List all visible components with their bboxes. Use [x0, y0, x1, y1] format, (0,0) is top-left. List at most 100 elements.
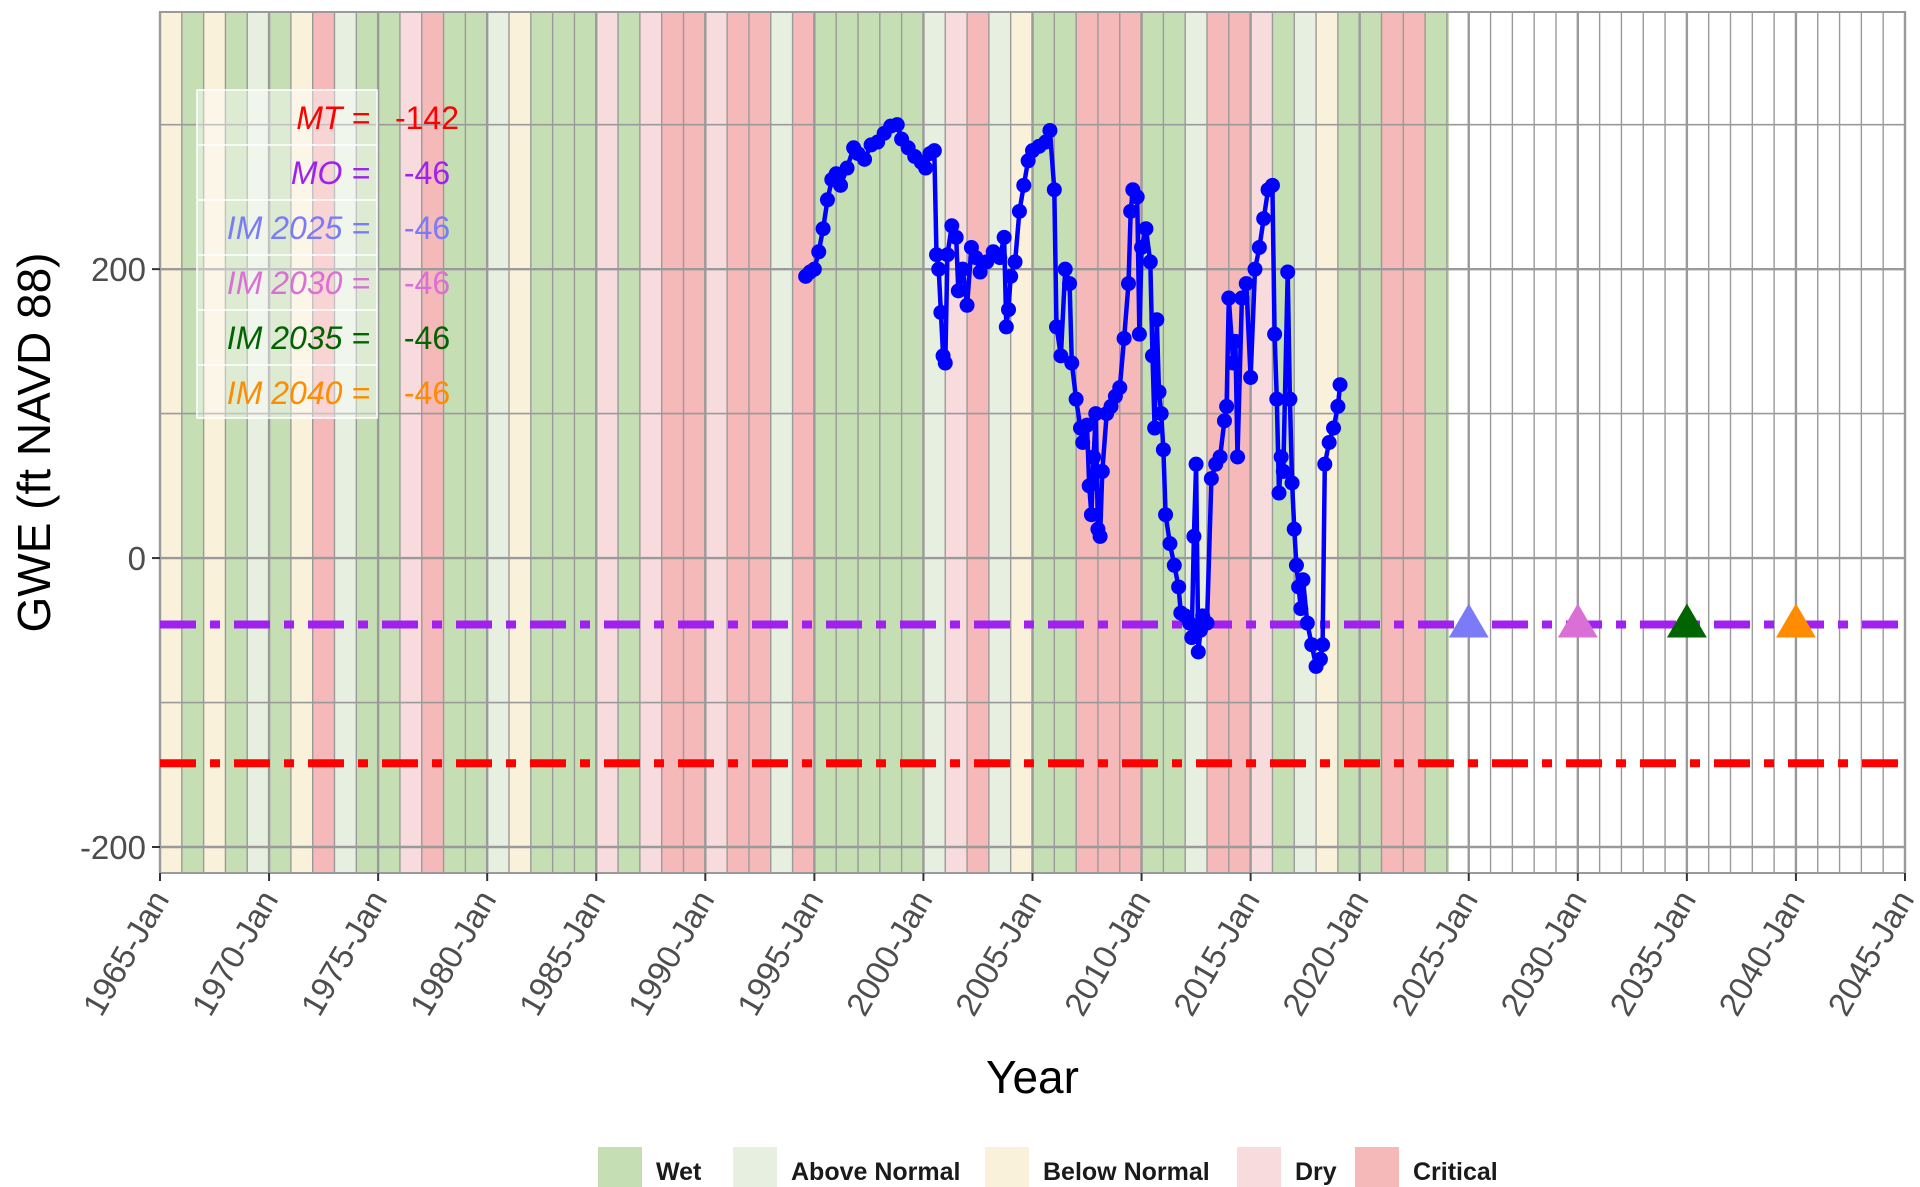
legend-label: Critical	[1413, 1158, 1498, 1186]
year-band	[988, 12, 1011, 873]
data-point	[1064, 355, 1080, 371]
x-tick-label: 2030-Jan	[1493, 884, 1594, 1022]
data-point	[815, 221, 831, 237]
data-point	[857, 151, 873, 167]
year-band	[596, 12, 619, 873]
y-tick-label: 200	[91, 251, 146, 288]
data-point	[1149, 312, 1165, 328]
data-point	[1138, 221, 1154, 237]
data-point	[1062, 276, 1078, 292]
data-point	[1219, 398, 1235, 414]
milestone-triangle	[1666, 603, 1707, 638]
data-point	[1299, 615, 1315, 631]
data-point	[1011, 203, 1027, 219]
year-band	[1010, 12, 1033, 873]
x-tick-label: 1965-Jan	[75, 884, 176, 1022]
data-point	[937, 355, 953, 371]
data-point	[931, 261, 947, 277]
legend: Wet Above Normal Below Normal Dry Critical	[598, 1147, 1498, 1187]
legend-swatch	[598, 1147, 642, 1187]
x-tick-label: 2035-Jan	[1602, 884, 1703, 1022]
data-point	[1166, 557, 1182, 573]
threshold-label: MO =	[291, 155, 370, 191]
data-point	[1147, 420, 1163, 436]
threshold-value: -46	[404, 155, 450, 191]
data-point	[948, 229, 964, 245]
data-point	[1317, 456, 1333, 472]
data-point	[1251, 239, 1267, 255]
year-band	[945, 12, 968, 873]
data-point	[1120, 276, 1136, 292]
threshold-value: -46	[404, 375, 450, 411]
data-point	[1264, 177, 1280, 193]
threshold-value: -142	[395, 100, 459, 136]
year-band	[421, 12, 444, 873]
year-band	[487, 12, 509, 873]
year-band	[967, 12, 989, 873]
threshold-label: MT =	[296, 100, 370, 136]
data-point	[1142, 254, 1158, 270]
data-point	[1247, 261, 1263, 277]
data-point	[1186, 528, 1202, 544]
data-point	[996, 229, 1012, 245]
data-point	[933, 304, 949, 320]
data-point	[1086, 449, 1102, 465]
data-point	[1288, 557, 1304, 573]
data-point	[929, 247, 945, 263]
data-point	[1001, 302, 1017, 318]
data-point	[1269, 391, 1285, 407]
data-point	[1227, 333, 1243, 349]
data-point	[944, 218, 960, 234]
year-band	[1425, 12, 1450, 873]
x-tick-label: 1975-Jan	[293, 884, 394, 1022]
data-point	[1304, 637, 1320, 653]
legend-label: Wet	[656, 1158, 702, 1186]
year-band	[399, 12, 422, 873]
data-point	[1151, 384, 1167, 400]
data-point	[1282, 391, 1298, 407]
data-point	[992, 250, 1008, 266]
data-point	[1295, 572, 1311, 588]
x-tick-label: 1980-Jan	[402, 884, 503, 1022]
year-band	[923, 12, 946, 873]
data-point	[1075, 435, 1091, 450]
data-point	[1225, 355, 1241, 371]
x-tick-label: 2000-Jan	[839, 884, 940, 1022]
data-point	[806, 261, 822, 277]
y-tick-label: -200	[80, 829, 146, 866]
threshold-value: -46	[404, 265, 450, 301]
data-point	[1112, 380, 1128, 396]
year-band	[160, 12, 182, 873]
milestone-triangle	[1557, 603, 1598, 638]
y-axis-ticks: -200 0 200	[80, 251, 160, 866]
data-point	[1190, 644, 1206, 660]
year-band	[1250, 12, 1273, 873]
x-tick-label: 2040-Jan	[1711, 884, 1812, 1022]
threshold-lines	[160, 620, 1905, 768]
data-point	[1267, 326, 1283, 342]
y-axis-title: GWE (ft NAVD 88)	[8, 253, 60, 633]
data-point	[1312, 651, 1328, 667]
year-band	[269, 12, 291, 873]
data-point	[1256, 211, 1272, 227]
data-point	[1016, 177, 1032, 193]
data-point	[889, 117, 905, 133]
data-point	[839, 160, 855, 176]
milestone-triangle	[1775, 603, 1816, 638]
data-point	[1131, 326, 1147, 342]
x-tick-label: 2010-Jan	[1057, 884, 1158, 1022]
year-band	[1294, 12, 1317, 873]
data-point	[811, 244, 827, 260]
data-point	[1053, 348, 1069, 364]
threshold-table-frame	[196, 89, 378, 419]
data-point	[1092, 528, 1108, 544]
data-point	[1230, 449, 1246, 465]
x-tick-label: 2015-Jan	[1166, 884, 1267, 1022]
year-band	[181, 12, 204, 873]
data-point	[1326, 420, 1342, 436]
data-point	[1216, 413, 1232, 429]
data-point	[1275, 463, 1291, 479]
data-point	[1079, 417, 1095, 433]
year-band	[770, 12, 793, 873]
